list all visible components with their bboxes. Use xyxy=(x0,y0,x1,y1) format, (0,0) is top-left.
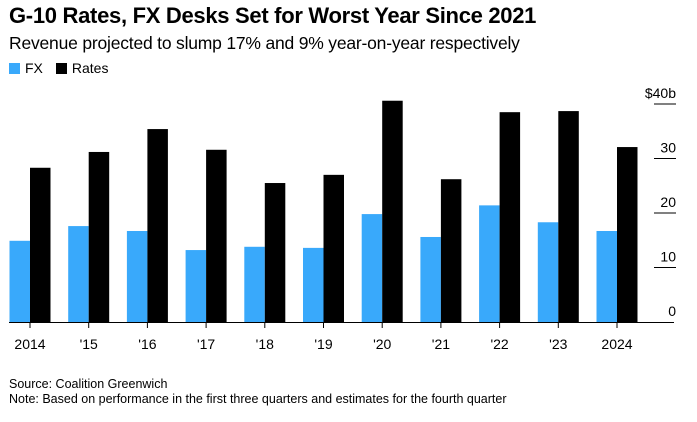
bar-rates-1 xyxy=(88,151,110,322)
x-tick-label: 2014 xyxy=(14,336,45,352)
bar-fx-8 xyxy=(479,205,500,322)
x-tick-label: '18 xyxy=(256,336,274,352)
bar-rates-3 xyxy=(206,149,227,322)
methodology-note: Note: Based on performance in the first … xyxy=(9,392,507,406)
footer: Source: Coalition Greenwich Note: Based … xyxy=(9,377,507,407)
x-tick-label: '19 xyxy=(314,336,332,352)
bar-rates-5 xyxy=(323,174,344,322)
y-tick-label: 20 xyxy=(660,194,676,210)
x-tick-label: '16 xyxy=(138,336,156,352)
legend-swatch-fx xyxy=(9,62,20,74)
bar-fx-2 xyxy=(126,230,148,322)
x-tick-label: '23 xyxy=(549,336,567,352)
bar-fx-9 xyxy=(537,222,559,322)
bar-fx-0 xyxy=(9,240,30,322)
bar-fx-5 xyxy=(303,247,324,322)
bar-fx-1 xyxy=(68,226,89,322)
x-tick-label: '15 xyxy=(80,336,98,352)
legend-swatch-rates xyxy=(55,62,67,74)
bar-fx-3 xyxy=(185,250,207,322)
chart-subtitle: Revenue projected to slump 17% and 9% ye… xyxy=(9,33,520,53)
chart-title: G-10 Rates, FX Desks Set for Worst Year … xyxy=(9,3,537,28)
legend-item-rates: Rates xyxy=(55,60,109,76)
x-tick-label: '22 xyxy=(490,336,508,352)
legend-label-rates: Rates xyxy=(71,60,109,76)
source-note: Source: Coalition Greenwich xyxy=(9,377,168,391)
bar-rates-6 xyxy=(382,100,403,322)
y-tick-label: 10 xyxy=(660,249,676,265)
bar-rates-7 xyxy=(440,179,462,322)
legend-item-fx: FX xyxy=(9,60,43,76)
legend: FX Rates xyxy=(9,60,121,76)
bar-rates-8 xyxy=(499,112,521,322)
bar-fx-10 xyxy=(596,230,617,322)
bar-fx-4 xyxy=(244,246,265,322)
legend-label-fx: FX xyxy=(25,60,43,76)
bar-fx-7 xyxy=(420,236,441,322)
bar-fx-6 xyxy=(361,214,383,322)
bar-rates-4 xyxy=(264,183,286,322)
bar-rates-10 xyxy=(617,147,638,322)
y-tick-label: 30 xyxy=(660,140,676,156)
bar-rates-0 xyxy=(30,167,51,322)
y-tick-label: 0 xyxy=(668,303,676,319)
y-tick-label: $40b xyxy=(645,85,676,101)
x-tick-label: '17 xyxy=(197,336,215,352)
x-tick-label: '21 xyxy=(432,336,450,352)
bar-rates-2 xyxy=(147,129,168,322)
bar-rates-9 xyxy=(558,111,579,323)
x-tick-label: 2024 xyxy=(601,336,632,352)
x-tick-label: '20 xyxy=(373,336,391,352)
